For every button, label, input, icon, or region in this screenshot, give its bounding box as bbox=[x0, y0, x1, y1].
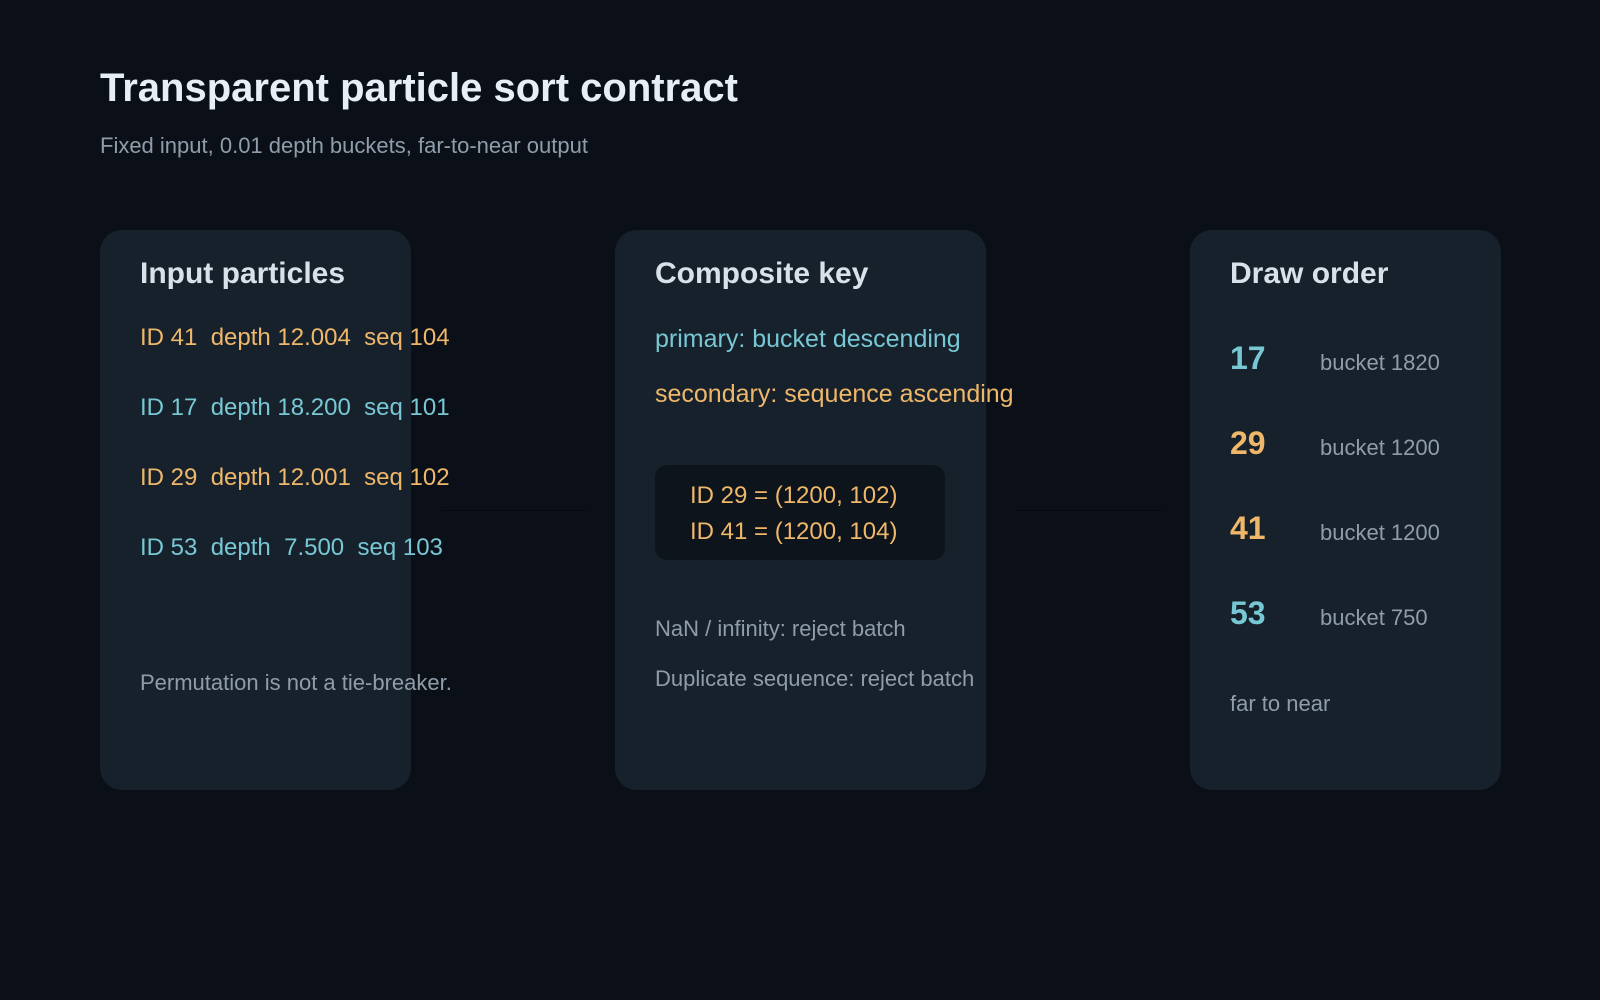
input-to-key-connector bbox=[442, 510, 585, 511]
composite-key-title: Composite key bbox=[655, 257, 869, 290]
page-title: Transparent particle sort contract bbox=[100, 66, 738, 110]
duplicate-sequence-rule: Duplicate sequence: reject batch bbox=[655, 666, 975, 691]
key-example-id-41: ID 41 = (1200, 104) bbox=[690, 518, 898, 545]
particle-row-id-41: ID 41 depth 12.004 seq 104 bbox=[140, 324, 450, 351]
input-particles-title: Input particles bbox=[140, 257, 346, 290]
particle-row-id-29: ID 29 depth 12.001 seq 102 bbox=[140, 464, 450, 491]
draw-order-bucket-53: bucket 750 bbox=[1320, 605, 1428, 630]
nan-infinity-rule: NaN / infinity: reject batch bbox=[655, 616, 906, 641]
key-example-box: ID 29 = (1200, 102) ID 41 = (1200, 104) bbox=[655, 465, 945, 560]
secondary-key-rule: secondary: sequence ascending bbox=[655, 380, 1014, 408]
primary-key-rule: primary: bucket descending bbox=[655, 325, 961, 353]
draw-order-id-53: 53 bbox=[1230, 595, 1266, 631]
far-to-near-note: far to near bbox=[1230, 691, 1331, 716]
composite-key-card: Composite key primary: bucket descending… bbox=[615, 230, 1014, 790]
permutation-note: Permutation is not a tie-breaker. bbox=[140, 670, 452, 695]
draw-order-bucket-29: bucket 1200 bbox=[1320, 435, 1440, 460]
draw-order-id-17: 17 bbox=[1230, 340, 1266, 376]
draw-order-id-29: 29 bbox=[1230, 425, 1266, 461]
page-subtitle: Fixed input, 0.01 depth buckets, far-to-… bbox=[100, 133, 588, 158]
draw-order-title: Draw order bbox=[1230, 257, 1389, 290]
draw-order-bucket-41: bucket 1200 bbox=[1320, 520, 1440, 545]
particle-row-id-53: ID 53 depth 7.500 seq 103 bbox=[140, 534, 443, 561]
input-particles-card: Input particles ID 41 depth 12.004 seq 1… bbox=[100, 230, 452, 790]
key-to-order-connector bbox=[1016, 510, 1161, 511]
draw-order-id-41: 41 bbox=[1230, 510, 1266, 546]
draw-order-bucket-17: bucket 1820 bbox=[1320, 350, 1440, 375]
draw-order-card: Draw order 17 bucket 1820 29 bucket 1200… bbox=[1190, 230, 1501, 790]
particle-row-id-17: ID 17 depth 18.200 seq 101 bbox=[140, 394, 450, 421]
key-example-id-29: ID 29 = (1200, 102) bbox=[690, 482, 898, 509]
